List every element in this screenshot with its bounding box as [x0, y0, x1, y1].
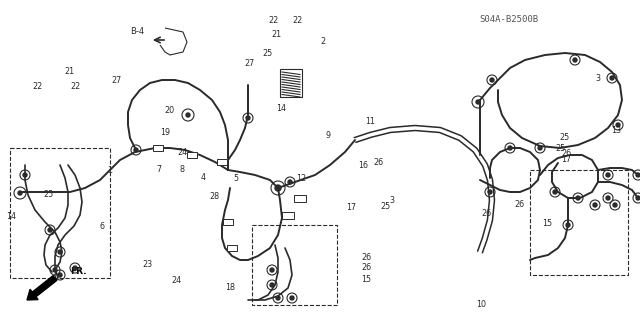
Bar [252, 225, 337, 305]
Text: 27: 27 [111, 76, 122, 85]
Text: 3: 3 [389, 197, 394, 205]
Circle shape [134, 148, 138, 152]
Text: 15: 15 [542, 219, 552, 228]
Circle shape [276, 296, 280, 300]
FancyArrow shape [27, 276, 57, 300]
Circle shape [573, 58, 577, 62]
Circle shape [553, 190, 557, 194]
Bar [223, 219, 233, 225]
Circle shape [270, 268, 274, 272]
Bar [294, 195, 306, 202]
Text: 20: 20 [164, 106, 175, 115]
Bar [530, 170, 628, 275]
Bar [282, 211, 294, 219]
Text: 16: 16 [358, 161, 369, 170]
Text: B-4: B-4 [130, 27, 144, 36]
Text: 2: 2 [321, 37, 326, 46]
Circle shape [538, 146, 542, 150]
Text: 10: 10 [476, 300, 486, 309]
Circle shape [566, 223, 570, 227]
Text: 14: 14 [6, 212, 17, 221]
Text: 26: 26 [374, 158, 384, 167]
Text: 22: 22 [269, 16, 279, 25]
Text: 9: 9 [325, 131, 330, 140]
Circle shape [610, 76, 614, 80]
Text: 4: 4 [201, 173, 206, 182]
Text: 5: 5 [233, 174, 238, 183]
Text: 17: 17 [346, 203, 356, 212]
Circle shape [606, 196, 610, 200]
Text: 21: 21 [271, 30, 282, 39]
Bar [227, 245, 237, 251]
Circle shape [53, 268, 57, 272]
Text: 8: 8 [180, 165, 185, 174]
Circle shape [290, 296, 294, 300]
Circle shape [613, 203, 617, 207]
Bar [153, 145, 163, 151]
Text: 25: 25 [262, 49, 273, 58]
Text: 25: 25 [559, 133, 570, 142]
Text: 25: 25 [43, 190, 53, 199]
Text: 22: 22 [70, 82, 81, 91]
Circle shape [288, 180, 292, 184]
Text: 28: 28 [209, 192, 220, 201]
Circle shape [186, 113, 190, 117]
Text: 14: 14 [276, 104, 287, 113]
Text: 7: 7 [156, 165, 161, 174]
Text: 26: 26 [515, 200, 525, 209]
Circle shape [18, 191, 22, 195]
Text: 6: 6 [100, 222, 105, 231]
Circle shape [576, 196, 580, 200]
Text: 19: 19 [160, 128, 170, 137]
Circle shape [490, 78, 494, 82]
Circle shape [23, 173, 27, 177]
Text: 12: 12 [296, 174, 306, 183]
Text: 25: 25 [380, 202, 390, 211]
Text: 24: 24 [171, 276, 181, 285]
Text: 27: 27 [244, 59, 255, 68]
Text: 1: 1 [108, 166, 113, 175]
Circle shape [616, 123, 620, 127]
Bar [217, 159, 227, 165]
Text: 26: 26 [361, 263, 371, 272]
Text: 25: 25 [556, 144, 566, 153]
Circle shape [636, 173, 640, 177]
Bar [10, 148, 110, 278]
Text: 24: 24 [177, 148, 188, 157]
Circle shape [476, 100, 480, 104]
Circle shape [488, 190, 492, 194]
Text: 17: 17 [561, 155, 572, 164]
Text: 22: 22 [32, 82, 42, 91]
Circle shape [270, 283, 274, 287]
Text: 22: 22 [292, 16, 303, 25]
Circle shape [58, 250, 62, 254]
Text: 11: 11 [365, 117, 375, 126]
Text: 21: 21 [64, 67, 74, 76]
Text: 23: 23 [142, 260, 152, 269]
Text: 3: 3 [596, 74, 601, 83]
Text: 26: 26 [561, 149, 572, 158]
Text: 26: 26 [481, 209, 492, 218]
Circle shape [593, 203, 597, 207]
Circle shape [73, 266, 77, 270]
Bar [280, 69, 302, 97]
Text: 26: 26 [361, 253, 371, 262]
Circle shape [58, 273, 62, 277]
Text: FR.: FR. [70, 268, 86, 277]
Circle shape [246, 116, 250, 120]
Circle shape [636, 196, 640, 200]
Circle shape [606, 173, 610, 177]
Text: S04A-B2500B: S04A-B2500B [479, 15, 538, 24]
Circle shape [275, 185, 281, 191]
Bar [187, 152, 197, 158]
Circle shape [508, 146, 512, 150]
Circle shape [48, 228, 52, 232]
Text: 18: 18 [225, 283, 236, 292]
Text: 13: 13 [611, 126, 621, 135]
Text: 15: 15 [361, 275, 371, 284]
